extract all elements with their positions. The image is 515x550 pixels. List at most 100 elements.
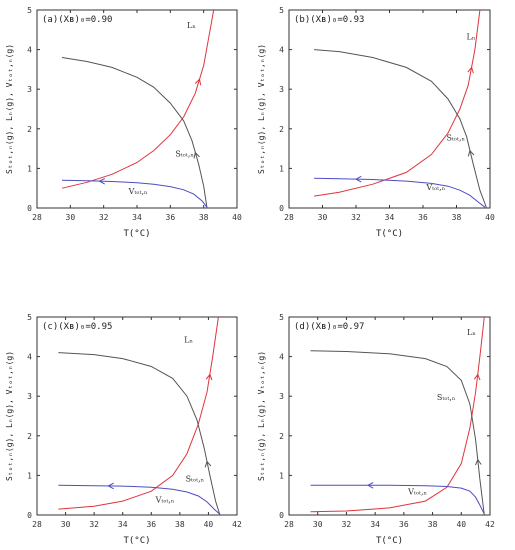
series-arrow-V <box>366 481 374 489</box>
plot-frame <box>288 316 491 516</box>
y-axis-label: Sₜₒₜ,ₙ(g), Lₙ(g), Vₜₒₜ,ₙ(g) <box>257 351 266 481</box>
x-tick-label: 30 <box>61 520 71 529</box>
x-tick-label: 36 <box>399 520 409 529</box>
series-arrow-S <box>467 149 475 157</box>
series-line-L <box>310 316 485 513</box>
x-tick-label: 30 <box>66 213 76 222</box>
y-tick-label: 1 <box>27 471 32 480</box>
x-tick-label: 34 <box>132 213 142 222</box>
x-tick-label: 36 <box>418 213 428 222</box>
x-tick-label: 38 <box>175 520 185 529</box>
y-tick-label: 4 <box>27 353 32 362</box>
x-tick-label: 32 <box>351 213 361 222</box>
panel-title: (c)(Xʙ)₀=0.95 <box>42 322 112 332</box>
x-tick-label: 40 <box>456 520 466 529</box>
y-tick-label: 5 <box>27 313 32 322</box>
y-tick-label: 5 <box>27 6 32 15</box>
x-tick-label: 32 <box>342 520 352 529</box>
series-arrow-L <box>473 373 481 381</box>
y-tick-label: 0 <box>27 511 32 520</box>
x-tick-label: 28 <box>32 213 42 222</box>
chart-panel-1: 28 30 32 34 36 38 40012345(b)(Xʙ)₀=0.93T(°C)Sₜ… <box>257 6 495 239</box>
series-arrow-V <box>354 175 362 183</box>
y-tick-label: 0 <box>279 511 284 520</box>
x-tick-label: 28 <box>32 520 42 529</box>
y-tick-label: 2 <box>279 432 284 441</box>
panel-title: (b)(Xʙ)₀=0.93 <box>294 15 364 25</box>
series-line-V <box>310 484 485 515</box>
series-label-V: Vₜₒₜ,ₙ <box>128 187 148 196</box>
y-tick-label: 1 <box>27 164 32 173</box>
y-tick-label: 5 <box>279 6 284 15</box>
y-tick-label: 3 <box>279 85 284 94</box>
x-axis-label: T(°C) <box>376 229 403 239</box>
x-tick-label: 42 <box>485 520 495 529</box>
x-tick-label: 32 <box>99 213 109 222</box>
y-tick-label: 0 <box>27 204 32 213</box>
series-arrow-V <box>98 177 106 185</box>
y-tick-label: 4 <box>27 46 32 55</box>
x-tick-label: 40 <box>232 213 242 222</box>
series-arrow-S <box>475 458 482 466</box>
series-line-S <box>58 352 221 516</box>
y-tick-label: 2 <box>279 125 284 134</box>
series-line-L <box>61 9 215 189</box>
y-tick-label: 3 <box>279 392 284 401</box>
x-axis-label: T(°C) <box>123 229 150 239</box>
y-tick-label: 2 <box>27 125 32 134</box>
series-line-S <box>61 57 208 209</box>
series-arrow-L <box>205 373 213 381</box>
series-line-S <box>310 350 485 516</box>
series-label-V: Vₜₒₜ,ₙ <box>425 183 445 192</box>
x-tick-label: 42 <box>232 520 242 529</box>
series-label-S: Sₜₒₜ,ₙ <box>186 474 205 483</box>
series-label-L: Lₙ <box>187 21 196 30</box>
chart-panel-2: 28 30 32 34 36 38 40 42012345(c)(Xʙ)₀=0.95T(°C)… <box>5 313 242 546</box>
series-label-L: Lₙ <box>184 336 193 345</box>
x-tick-label: 40 <box>485 213 495 222</box>
x-tick-label: 30 <box>313 520 323 529</box>
y-tick-label: 1 <box>279 164 284 173</box>
y-tick-label: 1 <box>279 471 284 480</box>
x-tick-label: 32 <box>89 520 99 529</box>
chart-panel-0: 28 30 32 34 36 38 40012345(a)(Xʙ)₀=0.90T(°C)Sₜ… <box>5 6 242 239</box>
series-arrow-L <box>194 78 202 86</box>
panel-title: (a)(Xʙ)₀=0.90 <box>42 15 112 25</box>
y-axis-label: Sₜₒₜ,ₙ(g), Lₙ(g), Vₜₒₜ,ₙ(g) <box>5 44 14 174</box>
x-tick-label: 28 <box>284 520 294 529</box>
y-axis-label: Sₜₒₜ,ₙ(g), Lₙ(g), Vₜₒₜ,ₙ(g) <box>257 44 266 174</box>
series-line-S <box>314 49 488 209</box>
x-tick-label: 30 <box>318 213 328 222</box>
x-tick-label: 34 <box>385 213 395 222</box>
x-tick-label: 38 <box>428 520 438 529</box>
x-tick-label: 40 <box>204 520 214 529</box>
x-tick-label: 34 <box>118 520 128 529</box>
y-tick-label: 5 <box>279 313 284 322</box>
x-tick-label: 36 <box>166 213 176 222</box>
series-arrow-V <box>107 482 114 490</box>
y-axis-label: Sₜₒₜ,ₙ(g), Lₙ(g), Vₜₒₜ,ₙ(g) <box>5 351 14 481</box>
y-tick-label: 4 <box>279 353 284 362</box>
series-line-V <box>58 484 221 515</box>
chart-panel-3: 28 30 32 34 36 38 40 42012345(d)(Xʙ)₀=0.97T(°C)… <box>257 313 495 546</box>
series-line-L <box>314 9 481 197</box>
x-tick-label: 34 <box>370 520 380 529</box>
x-axis-label: T(°C) <box>123 536 150 546</box>
series-label-L: Lₙ <box>467 33 476 42</box>
series-arrow-L <box>467 66 474 74</box>
panel-title: (d)(Xʙ)₀=0.97 <box>294 322 364 332</box>
plot-frame <box>36 316 238 516</box>
series-label-S: Sₜₒₜ,ₙ <box>437 393 456 402</box>
series-label-V: Vₜₒₜ,ₙ <box>407 487 427 496</box>
series-arrow-S <box>193 151 200 159</box>
x-tick-label: 38 <box>199 213 209 222</box>
x-tick-label: 28 <box>284 213 294 222</box>
y-tick-label: 3 <box>27 392 32 401</box>
series-label-S: Sₜₒₜ,ₙ <box>175 150 194 159</box>
y-tick-label: 4 <box>279 46 284 55</box>
plot-frame <box>36 9 238 209</box>
series-label-S: Sₜₒₜ,ₙ <box>446 134 465 143</box>
series-label-V: Vₜₒₜ,ₙ <box>155 495 175 504</box>
series-label-L: Lₙ <box>467 328 476 337</box>
